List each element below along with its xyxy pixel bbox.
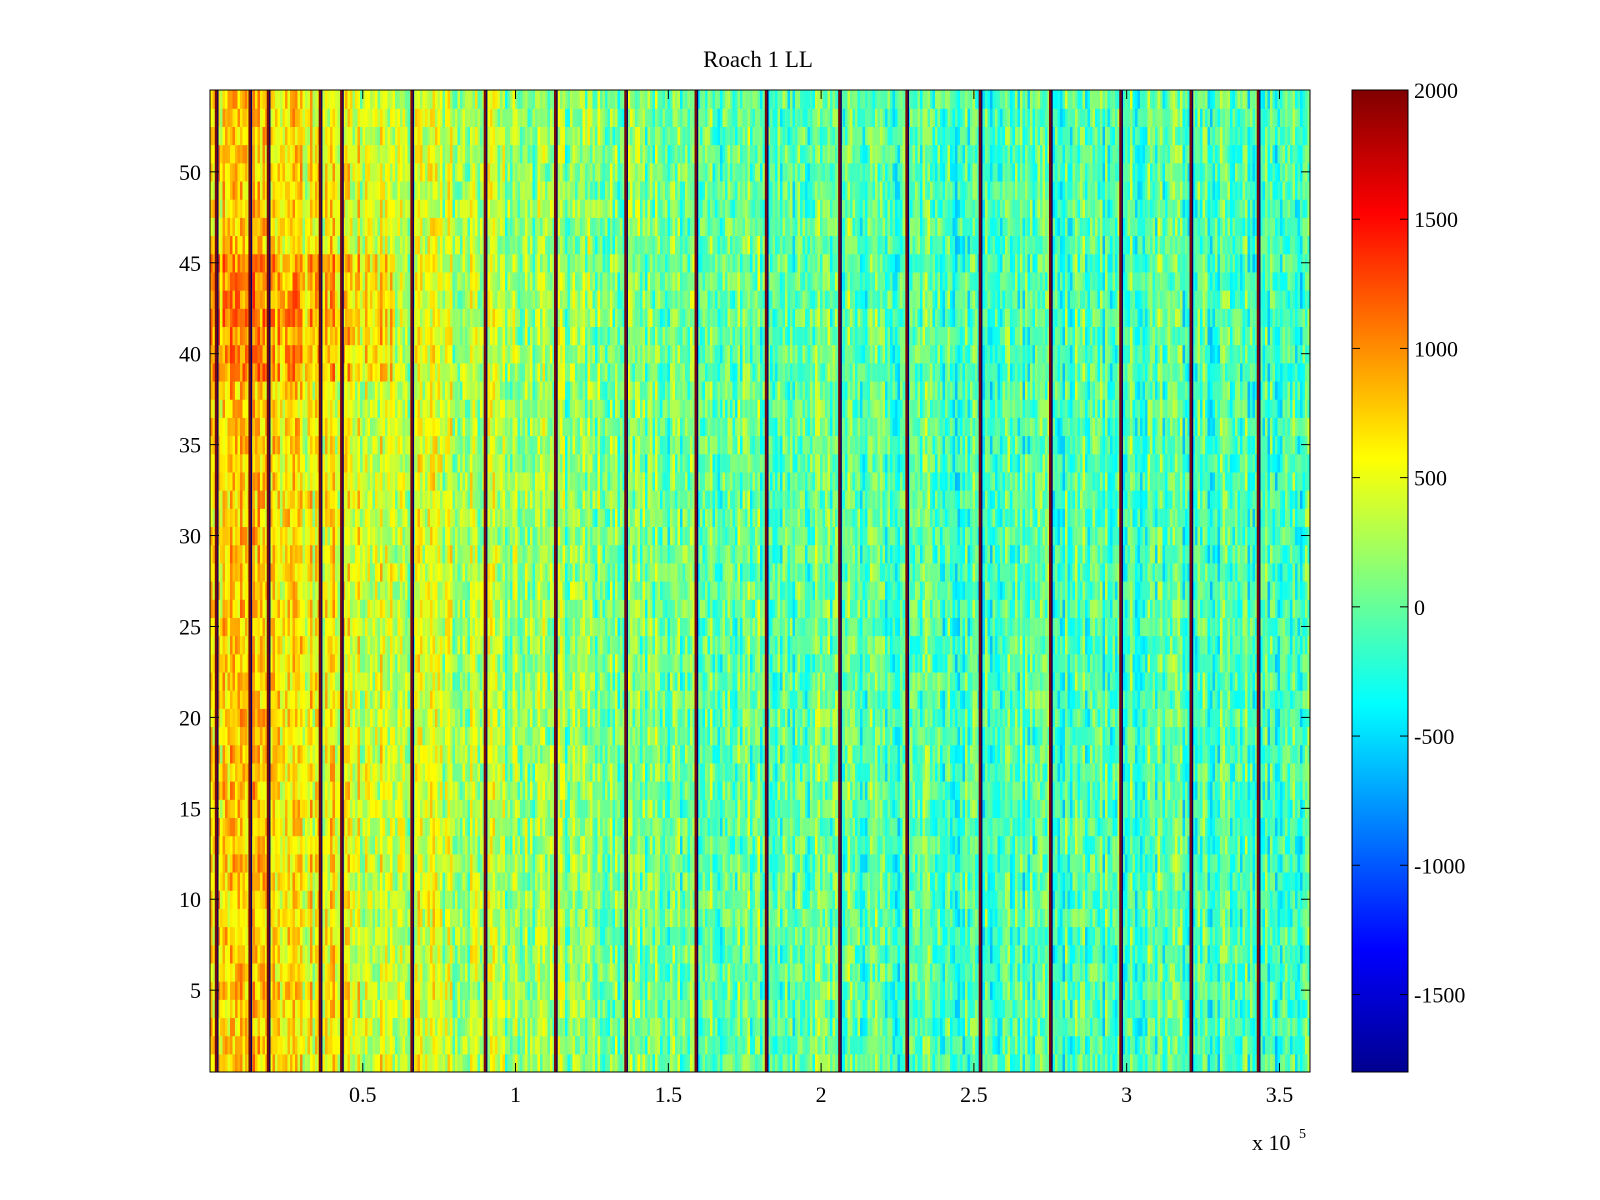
chart-title: Roach 1 LL	[703, 47, 813, 72]
heatmap-area	[210, 90, 1311, 1073]
figure: Roach 1 LL 0.5 1 1.5 2 2.5 3 3.5 5101520253035…	[0, 0, 1600, 1200]
heatmap-cells	[210, 90, 1311, 1073]
